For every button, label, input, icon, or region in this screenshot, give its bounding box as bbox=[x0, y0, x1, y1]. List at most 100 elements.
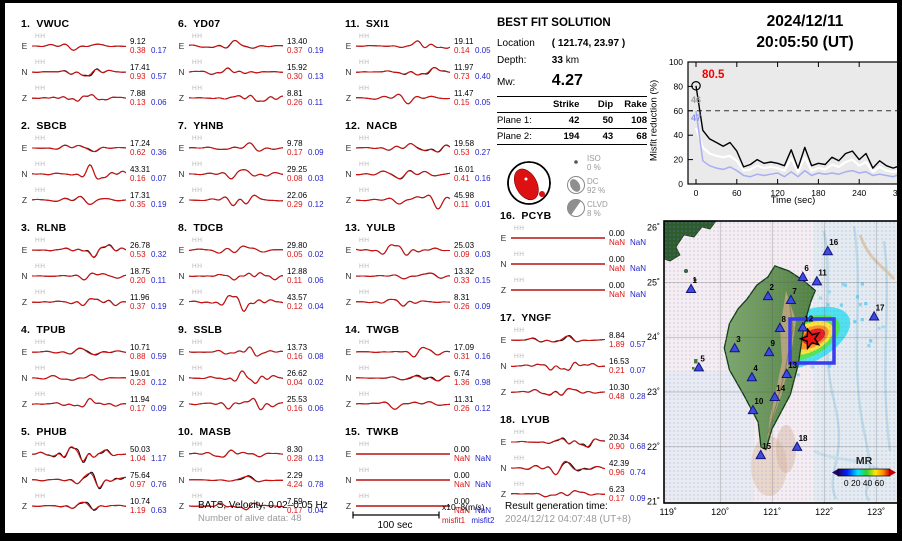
station-marker-2 bbox=[762, 290, 774, 301]
channel-label: HH bbox=[359, 33, 370, 40]
misfit1-value: 1.89 bbox=[609, 340, 625, 349]
station-marker-label: 1 bbox=[693, 276, 698, 285]
amplitude-value: 11.96 bbox=[130, 292, 150, 302]
waveform-plot bbox=[32, 446, 126, 463]
trace-row: N HH 42.39 0.96 0.74 bbox=[496, 455, 656, 481]
channel-label: HH bbox=[192, 59, 203, 66]
result-time-value: 2024/12/12 04:07:48 (UT+8) bbox=[505, 514, 631, 525]
misfit1-value: 0.23 bbox=[130, 378, 146, 387]
amplitude-value: 9.12 bbox=[130, 36, 146, 46]
channel-label: HH bbox=[359, 161, 370, 168]
trace-row: E HH 19.58 0.53 0.27 bbox=[341, 135, 501, 161]
amplitude-value: 7.88 bbox=[130, 88, 146, 98]
col-rake: Rake bbox=[613, 96, 647, 113]
misfit2-value: 0.32 bbox=[151, 250, 167, 259]
amplitude-value: 0.00 bbox=[609, 228, 625, 238]
component-label: E bbox=[178, 41, 185, 51]
waveform-plot bbox=[189, 294, 283, 313]
channel-label: HH bbox=[359, 391, 370, 398]
station-marker-13 bbox=[781, 368, 793, 378]
time-scale-bar bbox=[352, 511, 440, 519]
misfit2-value: 0.68 bbox=[630, 442, 646, 451]
misfit2-value: 0.16 bbox=[475, 174, 491, 183]
mw-label: Mw: bbox=[497, 77, 516, 88]
misfit2-value: 0.27 bbox=[475, 148, 491, 157]
misfit1-value: NaN bbox=[609, 264, 626, 273]
trace-row: N HH 11.97 0.73 0.40 bbox=[341, 59, 501, 85]
component-label: E bbox=[21, 245, 28, 255]
trace-row: N HH 13.32 0.33 0.15 bbox=[341, 263, 501, 289]
channel-label: HH bbox=[35, 339, 46, 346]
waveform-plot bbox=[189, 94, 283, 102]
misfit1-value: 0.37 bbox=[130, 302, 146, 311]
component-label: Z bbox=[500, 285, 507, 295]
waveform-plot bbox=[356, 401, 450, 410]
misfit1-value: 0.26 bbox=[454, 404, 470, 413]
component-label: Z bbox=[178, 297, 185, 307]
waveform-plot bbox=[189, 475, 283, 483]
trace-row: Z HH 8.81 0.26 0.11 bbox=[174, 85, 334, 111]
misfit2-value: 0.11 bbox=[151, 276, 166, 285]
station-YNGF: 17. YNGF E HH 8.84 1.89 0.57 N HH 16.53 0.21 0.07 Z… bbox=[496, 312, 656, 411]
iso-row: ISO 0 % bbox=[565, 151, 645, 174]
misfit1-value: 0.04 bbox=[287, 378, 303, 387]
component-label: E bbox=[345, 449, 352, 459]
misfit1-value: 0.96 bbox=[609, 468, 625, 477]
misfit2-value: NaN bbox=[475, 506, 492, 515]
station-title: 4. TPUB bbox=[21, 324, 66, 336]
misfit1-value: 0.05 bbox=[287, 250, 303, 259]
misfit2-value: 0.09 bbox=[151, 404, 167, 413]
amplitude-value: 25.03 bbox=[454, 240, 475, 250]
misfit1-value: 0.16 bbox=[287, 404, 303, 413]
plane1-strike: 42 bbox=[545, 112, 580, 129]
component-label: N bbox=[178, 169, 185, 179]
amplitude-value: 43.57 bbox=[287, 292, 308, 302]
station-marker-label: 2 bbox=[770, 283, 775, 292]
amplitude-value: 42.39 bbox=[609, 458, 630, 468]
channel-label: HH bbox=[35, 467, 46, 474]
misfit2-value: 0.09 bbox=[630, 494, 646, 503]
misfit2-value: 0.06 bbox=[308, 404, 324, 413]
misfit2-value: 1.17 bbox=[151, 454, 167, 463]
station-title: 2. SBCB bbox=[21, 120, 67, 132]
clvd-row: CLVD 8 % bbox=[565, 197, 645, 220]
station-title: 10. MASB bbox=[178, 426, 232, 438]
channel-label: HH bbox=[514, 251, 525, 258]
trace-row: Z HH 25.53 0.16 0.06 bbox=[174, 391, 334, 417]
misfit2-value: 0.74 bbox=[630, 468, 646, 477]
amplitude-value: 9.78 bbox=[287, 138, 303, 148]
amplitude-value: 2.29 bbox=[287, 470, 303, 480]
svg-text:240: 240 bbox=[852, 188, 866, 198]
station-SBCB: 2. SBCB E HH 17.24 0.62 0.36 N HH 43.31 0.16 0.07 Z… bbox=[17, 120, 177, 219]
waveform-plot bbox=[356, 142, 450, 153]
misfit2-value: 0.12 bbox=[475, 404, 491, 413]
misfit2-value: 0.12 bbox=[308, 200, 324, 209]
misfit-legend: misfit1 misfit2 bbox=[442, 516, 494, 525]
component-label: E bbox=[178, 347, 185, 357]
waveform-plot bbox=[356, 272, 450, 280]
misfit1-value: 0.15 bbox=[454, 98, 470, 107]
misfit2-value: 0.19 bbox=[308, 46, 324, 55]
component-label: E bbox=[21, 41, 28, 51]
svg-text:23˚: 23˚ bbox=[647, 387, 660, 397]
plane1-dip: 50 bbox=[579, 112, 614, 129]
waveform-plot bbox=[189, 39, 283, 49]
station-marker-7 bbox=[785, 294, 797, 305]
station-marker-3 bbox=[729, 342, 741, 353]
misfit1-value: NaN bbox=[609, 238, 626, 247]
trace-row: E HH 8.84 1.89 0.57 bbox=[496, 327, 656, 353]
station-YD07: 6. YD07 E HH 13.40 0.37 0.19 N HH 15.92 0.30 0.13 Z… bbox=[174, 18, 334, 117]
amplitude-value: 19.11 bbox=[454, 36, 474, 46]
clvd-label: CLVD bbox=[587, 199, 608, 209]
svg-text:40: 40 bbox=[674, 130, 684, 140]
trace-row: Z HH 7.59 0.17 0.04 bbox=[174, 493, 334, 519]
misfit2-value: 0.78 bbox=[308, 480, 324, 489]
legend-title: MR bbox=[856, 455, 873, 467]
plane2-dip: 43 bbox=[579, 128, 614, 145]
station-PCYB: 16. PCYB E HH 0.00 NaN NaN N HH 0.00 NaN NaN Z HH 0.0… bbox=[496, 210, 656, 309]
station-marker-17 bbox=[868, 310, 880, 321]
svg-text:47: 47 bbox=[691, 113, 701, 123]
svg-text:20: 20 bbox=[674, 155, 684, 165]
